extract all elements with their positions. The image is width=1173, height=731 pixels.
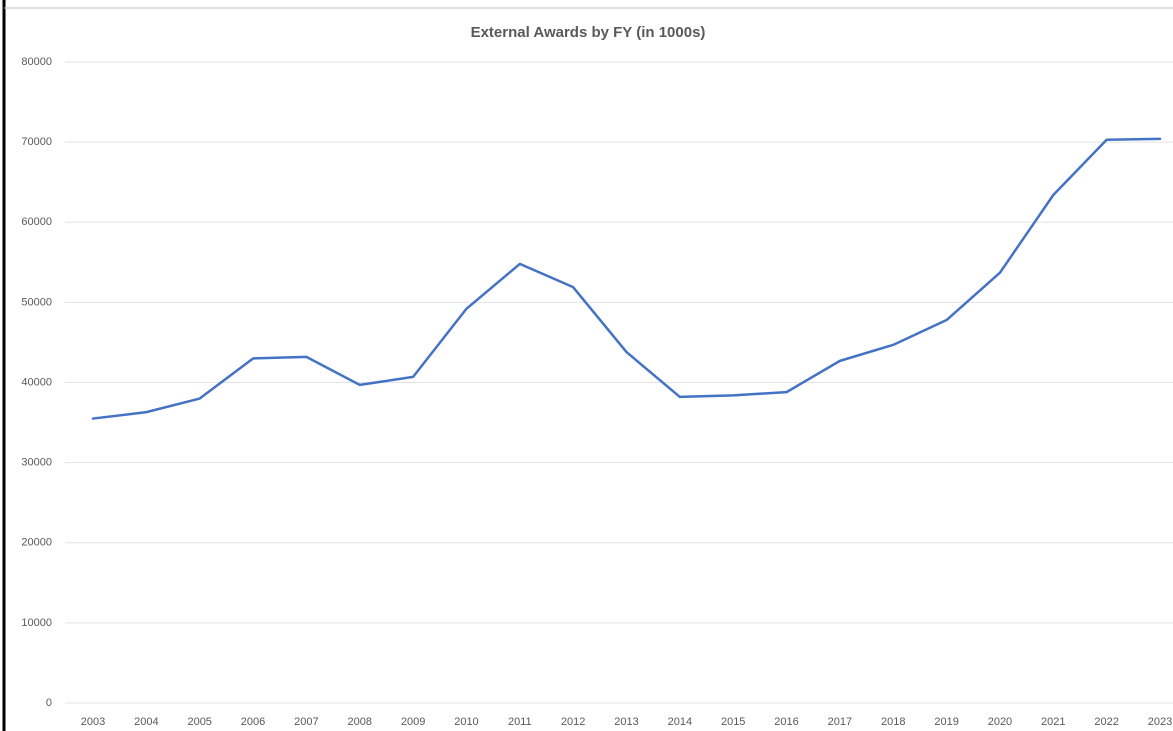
x-tick-label: 2007 xyxy=(294,716,318,728)
x-tick-label: 2020 xyxy=(988,716,1012,728)
x-tick-label: 2004 xyxy=(134,716,158,728)
x-tick-label: 2018 xyxy=(881,716,905,728)
x-tick-label: 2006 xyxy=(241,716,265,728)
x-tick-label: 2017 xyxy=(828,716,852,728)
chart-title: External Awards by FY (in 1000s) xyxy=(471,24,706,41)
x-tick-label: 2023 xyxy=(1148,716,1172,728)
x-tick-label: 2011 xyxy=(508,716,532,728)
y-tick-label: 50000 xyxy=(21,296,52,308)
x-tick-label: 2014 xyxy=(668,716,692,728)
y-tick-label: 80000 xyxy=(21,56,52,68)
x-tick-label: 2003 xyxy=(81,716,105,728)
x-tick-label: 2022 xyxy=(1094,716,1118,728)
y-tick-label: 70000 xyxy=(21,136,52,148)
y-tick-label: 10000 xyxy=(21,617,52,629)
x-tick-label: 2005 xyxy=(187,716,211,728)
x-tick-label: 2008 xyxy=(348,716,372,728)
x-tick-label: 2012 xyxy=(561,716,585,728)
y-tick-label: 60000 xyxy=(21,216,52,228)
y-tick-label: 20000 xyxy=(21,537,52,549)
x-tick-label: 2019 xyxy=(934,716,958,728)
x-tick-label: 2010 xyxy=(454,716,478,728)
y-tick-label: 0 xyxy=(46,697,52,709)
data-line xyxy=(91,137,1162,420)
x-tick-label: 2009 xyxy=(401,716,425,728)
x-tick-label: 2016 xyxy=(774,716,798,728)
y-tick-label: 40000 xyxy=(21,376,52,388)
y-tick-label: 30000 xyxy=(21,457,52,469)
x-tick-label: 2021 xyxy=(1041,716,1065,728)
x-tick-label: 2015 xyxy=(721,716,745,728)
x-tick-label: 2013 xyxy=(614,716,638,728)
